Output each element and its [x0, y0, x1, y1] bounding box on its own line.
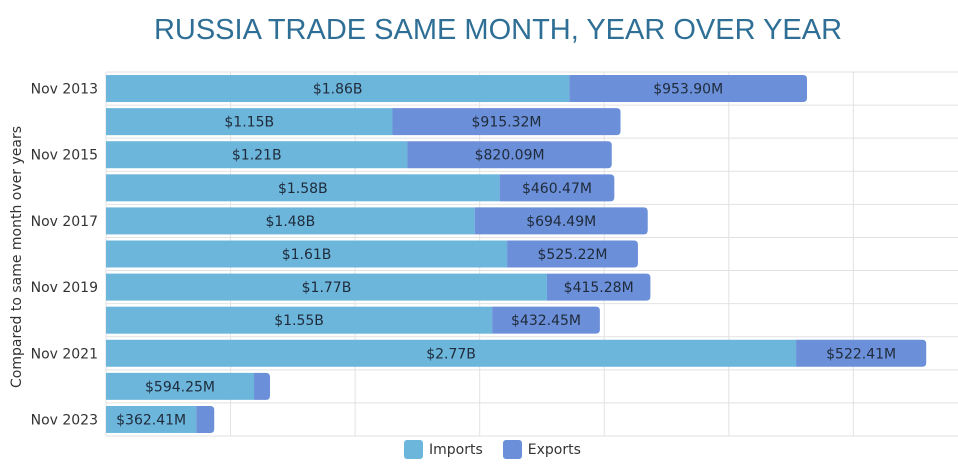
data-label: $415.28M	[564, 280, 634, 296]
bar-imports	[106, 141, 408, 169]
data-label: $525.22M	[538, 247, 608, 263]
bar-imports	[106, 273, 547, 301]
legend-label: Exports	[527, 441, 581, 458]
data-label: $1.58B	[278, 181, 328, 197]
bar-exports	[474, 207, 648, 235]
bar-exports	[546, 273, 651, 301]
bar-exports	[407, 141, 612, 169]
category-tick-label: Nov 2019	[31, 280, 98, 296]
bar-imports	[106, 372, 255, 400]
category-tick-label: Nov 2013	[31, 82, 98, 98]
legend-item-exports[interactable]: Exports	[502, 440, 581, 459]
data-label: $1.86B	[313, 82, 363, 98]
bar-exports	[196, 405, 215, 433]
data-label: $953.90M	[653, 82, 723, 98]
legend: Imports Exports	[404, 440, 581, 459]
bar-imports	[106, 339, 797, 367]
bar-exports	[507, 240, 638, 268]
data-label: $432.45M	[511, 313, 581, 329]
data-label: $1.77B	[302, 280, 352, 296]
bar-exports	[569, 75, 808, 103]
bar-imports	[106, 108, 393, 136]
data-label: $1.21B	[232, 148, 282, 164]
data-label: $522.41M	[826, 346, 896, 362]
bar-imports	[106, 306, 493, 334]
bar-exports	[492, 306, 600, 334]
bar-exports	[254, 372, 270, 400]
bar-imports	[106, 240, 508, 268]
category-tick-label: Nov 2021	[31, 346, 98, 362]
y-axis-label: Compared to same month over years	[9, 126, 25, 388]
bar-imports	[106, 405, 197, 433]
data-label: $694.49M	[526, 214, 596, 230]
data-label: $820.09M	[475, 148, 545, 164]
data-label: $362.41M	[116, 412, 186, 428]
imports-swatch	[404, 440, 423, 459]
data-label: $1.15B	[224, 115, 274, 131]
data-label: $1.55B	[274, 313, 324, 329]
bar-imports	[106, 207, 475, 235]
exports-swatch	[502, 440, 522, 459]
data-label: $2.77B	[426, 346, 476, 362]
data-label: $1.61B	[282, 247, 332, 263]
data-label: $460.47M	[522, 181, 592, 197]
legend-label: Imports	[429, 441, 483, 458]
category-tick-label: Nov 2017	[31, 214, 98, 230]
data-label: $915.32M	[472, 115, 542, 131]
bar-exports	[796, 339, 927, 367]
chart-title: RUSSIA TRADE SAME MONTH, YEAR OVER YEAR	[153, 14, 843, 46]
bar-exports	[499, 174, 615, 202]
data-label: $594.25M	[145, 379, 215, 395]
bar-imports	[106, 174, 500, 202]
category-tick-label: Nov 2023	[31, 412, 98, 428]
bar-exports	[392, 108, 621, 136]
bar-imports	[106, 75, 570, 103]
legend-item-imports[interactable]: Imports	[404, 440, 483, 459]
category-tick-label: Nov 2015	[31, 148, 98, 164]
data-label: $1.48B	[266, 214, 316, 230]
